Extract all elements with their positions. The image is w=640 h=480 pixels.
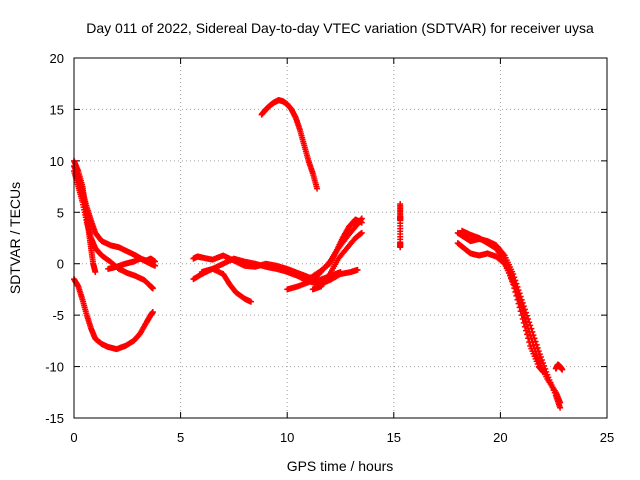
data-point xyxy=(538,357,545,364)
data-point xyxy=(517,308,524,315)
series-arc-6 xyxy=(258,97,321,192)
data-point xyxy=(358,229,365,236)
series-arc-14 xyxy=(454,229,564,411)
data-point xyxy=(521,323,528,330)
data-point xyxy=(526,339,533,346)
data-point xyxy=(514,296,521,303)
series-arc-9 xyxy=(198,265,254,305)
data-point xyxy=(92,268,99,275)
y-tick-label: 0 xyxy=(57,257,64,272)
data-point xyxy=(501,258,508,265)
series-arc-4 xyxy=(71,276,156,353)
series-arc-16 xyxy=(459,227,547,375)
data-point xyxy=(516,304,523,311)
y-tick-label: 5 xyxy=(57,205,64,220)
series-arc-17 xyxy=(552,361,566,373)
x-tick-label: 15 xyxy=(387,430,401,445)
data-point xyxy=(520,319,527,326)
data-point xyxy=(149,309,156,316)
series-arc-13 xyxy=(397,201,404,251)
data-point xyxy=(518,312,525,319)
series-arc-12 xyxy=(309,229,365,293)
data-point xyxy=(559,366,566,373)
series-arc-8 xyxy=(190,252,344,284)
y-tick-label: -10 xyxy=(45,360,64,375)
y-tick-label: -15 xyxy=(45,411,64,426)
data-point xyxy=(513,292,520,299)
data-point xyxy=(358,219,365,226)
data-point xyxy=(247,298,254,305)
y-tick-label: 20 xyxy=(50,51,64,66)
data-point xyxy=(508,275,515,282)
data-point xyxy=(337,268,344,275)
chart-title: Day 011 of 2022, Sidereal Day-to-day VTE… xyxy=(86,20,594,36)
data-point xyxy=(502,261,509,268)
data-point xyxy=(314,185,321,192)
x-tick-label: 0 xyxy=(70,430,77,445)
data-point xyxy=(519,316,526,322)
data-point xyxy=(149,285,156,292)
x-tick-label: 10 xyxy=(280,430,294,445)
data-point xyxy=(522,327,529,334)
data-point xyxy=(510,281,517,288)
data-point xyxy=(536,351,543,358)
data-point xyxy=(511,285,518,292)
grid-layer xyxy=(74,58,607,418)
data-point xyxy=(515,300,522,307)
y-tick-label: 15 xyxy=(50,102,64,117)
data-point xyxy=(510,271,517,277)
x-tick-label: 20 xyxy=(493,430,507,445)
y-tick-label: -5 xyxy=(52,308,64,323)
data-point xyxy=(506,272,513,279)
series-arc-3 xyxy=(71,157,99,275)
data-point xyxy=(505,269,512,276)
data-point xyxy=(525,335,532,342)
series-layer xyxy=(71,97,566,411)
data-point xyxy=(524,331,531,338)
y-axis-label: SDTVAR / TECUs xyxy=(7,182,23,294)
data-point xyxy=(557,404,564,411)
x-axis-label: GPS time / hours xyxy=(287,458,394,474)
data-point xyxy=(504,267,511,274)
data-point xyxy=(354,266,361,273)
series-arc-5 xyxy=(105,255,159,272)
y-tick-labels: -15 -10 -5 0 5 10 15 20 xyxy=(45,51,64,426)
x-tick-labels: 0 5 10 15 20 25 xyxy=(70,430,614,445)
data-point xyxy=(509,278,516,285)
data-point xyxy=(397,244,404,251)
data-point xyxy=(557,399,564,406)
x-tick-label: 5 xyxy=(177,430,184,445)
data-point xyxy=(512,289,519,295)
plot-frame xyxy=(73,57,608,419)
data-point xyxy=(537,354,544,361)
data-point xyxy=(152,258,159,265)
x-tick-label: 25 xyxy=(600,430,614,445)
data-point xyxy=(503,264,510,271)
series-arc-11 xyxy=(305,216,365,283)
y-tick-label: 10 xyxy=(50,154,64,169)
data-point xyxy=(540,368,547,375)
